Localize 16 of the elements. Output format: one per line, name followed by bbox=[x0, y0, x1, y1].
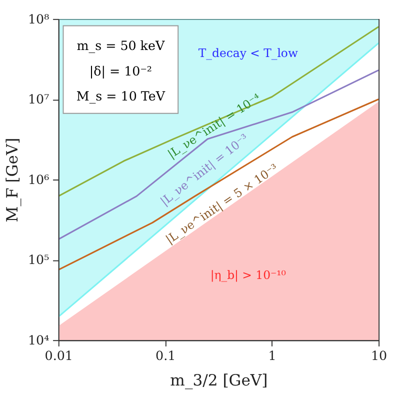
x-tick-label: 1 bbox=[268, 348, 276, 364]
annotation: M_s = 10 TeV bbox=[76, 88, 166, 104]
x-tick-label: 0.1 bbox=[156, 348, 176, 364]
x-axis-title: m_3/2 [GeV] bbox=[170, 371, 268, 390]
annotation: m_s = 50 keV bbox=[76, 38, 166, 54]
y-tick-label: 10⁷ bbox=[28, 92, 50, 107]
y-tick-label: 10⁵ bbox=[28, 252, 50, 268]
annotation: |δ| = 10⁻² bbox=[89, 63, 152, 78]
y-tick-label: 10⁶ bbox=[28, 172, 50, 187]
x-tick-label: 0.01 bbox=[44, 348, 73, 364]
y-axis-title: M_F [GeV] bbox=[3, 138, 22, 222]
y-tick-label: 10⁴ bbox=[28, 332, 50, 348]
annotation: T_decay < T_low bbox=[198, 46, 298, 60]
x-tick-label: 10 bbox=[371, 348, 388, 364]
annotation: |η_b| > 10⁻¹⁰ bbox=[210, 268, 286, 282]
y-tick-label: 10⁸ bbox=[28, 11, 50, 26]
